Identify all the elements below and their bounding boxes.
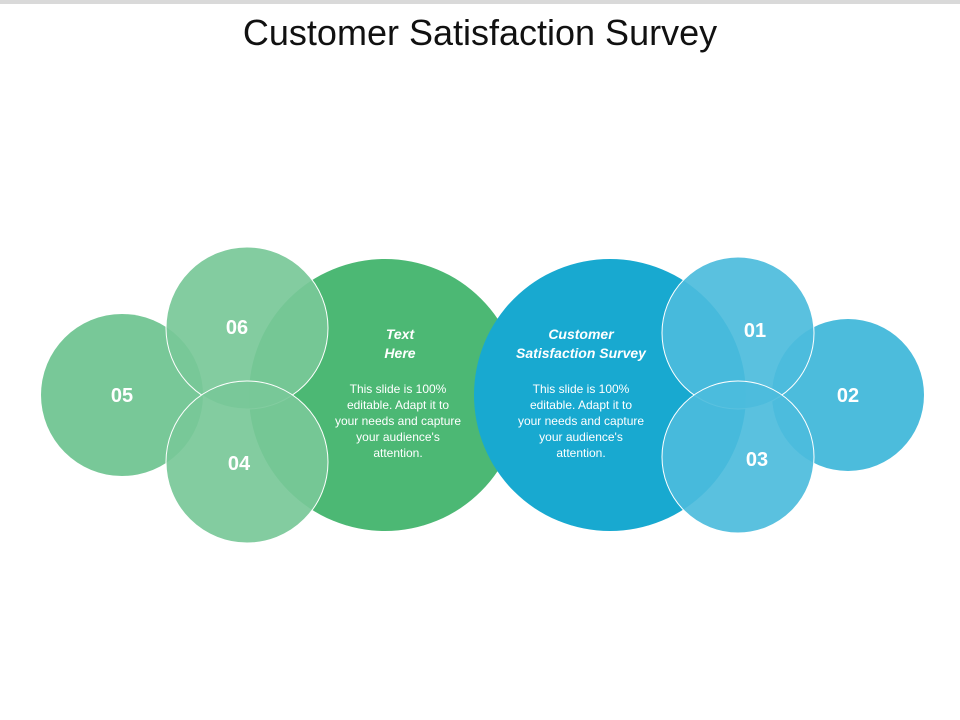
- bubble-label-02: 02: [837, 385, 859, 407]
- bubble-05: [41, 314, 203, 476]
- top-border: [0, 0, 960, 4]
- bubble-label-01: 01: [744, 320, 766, 342]
- bubble-04: [165, 380, 329, 544]
- left-heading-line2: Here: [384, 345, 416, 361]
- left-center-body: This slide is 100% editable. Adapt it to…: [334, 382, 462, 460]
- right-center-heading: Customer Satisfaction Survey: [495, 325, 667, 363]
- left-heading-line1: Text: [385, 326, 415, 342]
- bubble-label-05: 05: [111, 385, 133, 407]
- right-center-body: This slide is 100% editable. Adapt it to…: [517, 382, 645, 460]
- bubble-03: [661, 380, 815, 534]
- page-title: Customer Satisfaction Survey: [242, 12, 718, 53]
- bubble-label-04: 04: [228, 453, 251, 475]
- left-center-heading: Text Here: [320, 325, 480, 363]
- bubble-label-03: 03: [746, 449, 768, 471]
- right-heading-line2: Satisfaction Survey: [516, 345, 646, 361]
- bubble-label-06: 06: [226, 317, 248, 339]
- right-heading-line1: Customer: [548, 326, 614, 342]
